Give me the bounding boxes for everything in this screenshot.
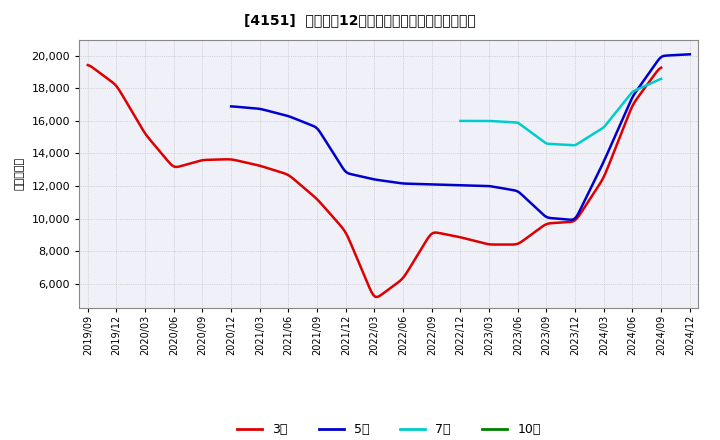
Text: [4151]  経常利益12か月移動合計の標準偏差の推移: [4151] 経常利益12か月移動合計の標準偏差の推移	[244, 13, 476, 27]
Y-axis label: （百万円）: （百万円）	[14, 157, 24, 191]
Legend: 3年, 5年, 7年, 10年: 3年, 5年, 7年, 10年	[232, 418, 546, 440]
